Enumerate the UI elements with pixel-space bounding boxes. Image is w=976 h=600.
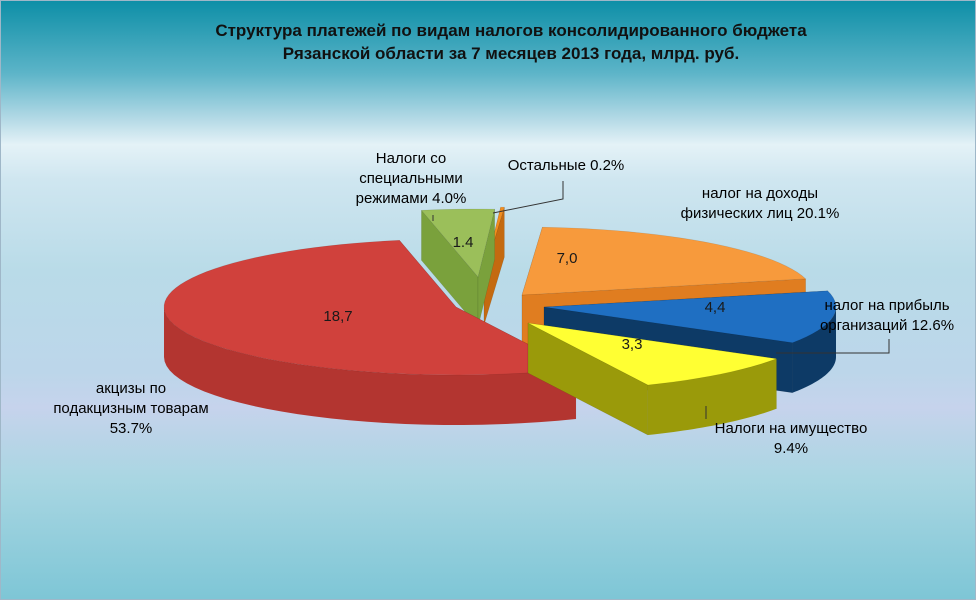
value-label-excise: 18,7 [323,308,352,325]
leader-line-profit [776,339,890,354]
value-label-profit: 4,4 [705,299,726,316]
slice-label-special-regimes: Налоги со специальными режимами 4.0% [355,150,467,207]
chart-title-line-1: Структура платежей по видам налогов конс… [215,21,807,40]
pie-slice-spec [420,208,496,328]
value-label-ndfl: 7,0 [557,250,578,267]
value-label-spec: 1.4 [453,234,474,251]
pie-slice-excise [163,239,577,425]
slice-label-profit: налог на прибыль организаций 12.6% [819,297,955,334]
slice-label-ndfl: налог на доходы физических лиц 20.1% [680,185,840,222]
chart-title-line-2: Рязанской области за 7 месяцев 2013 года… [282,44,740,63]
slice-label-excise: акцизы по подакцизным товарам 53.7% [53,380,209,437]
chart-title: Структура платежей по видам налогов конс… [121,19,901,65]
pie-slice-prop [527,322,777,436]
leader-line-other [492,181,564,214]
slice-label-other: Остальные 0.2% [507,157,625,174]
slice-label-property: Налоги на имущество 9.4% [714,420,868,457]
value-label-prop: 3,3 [622,336,643,353]
